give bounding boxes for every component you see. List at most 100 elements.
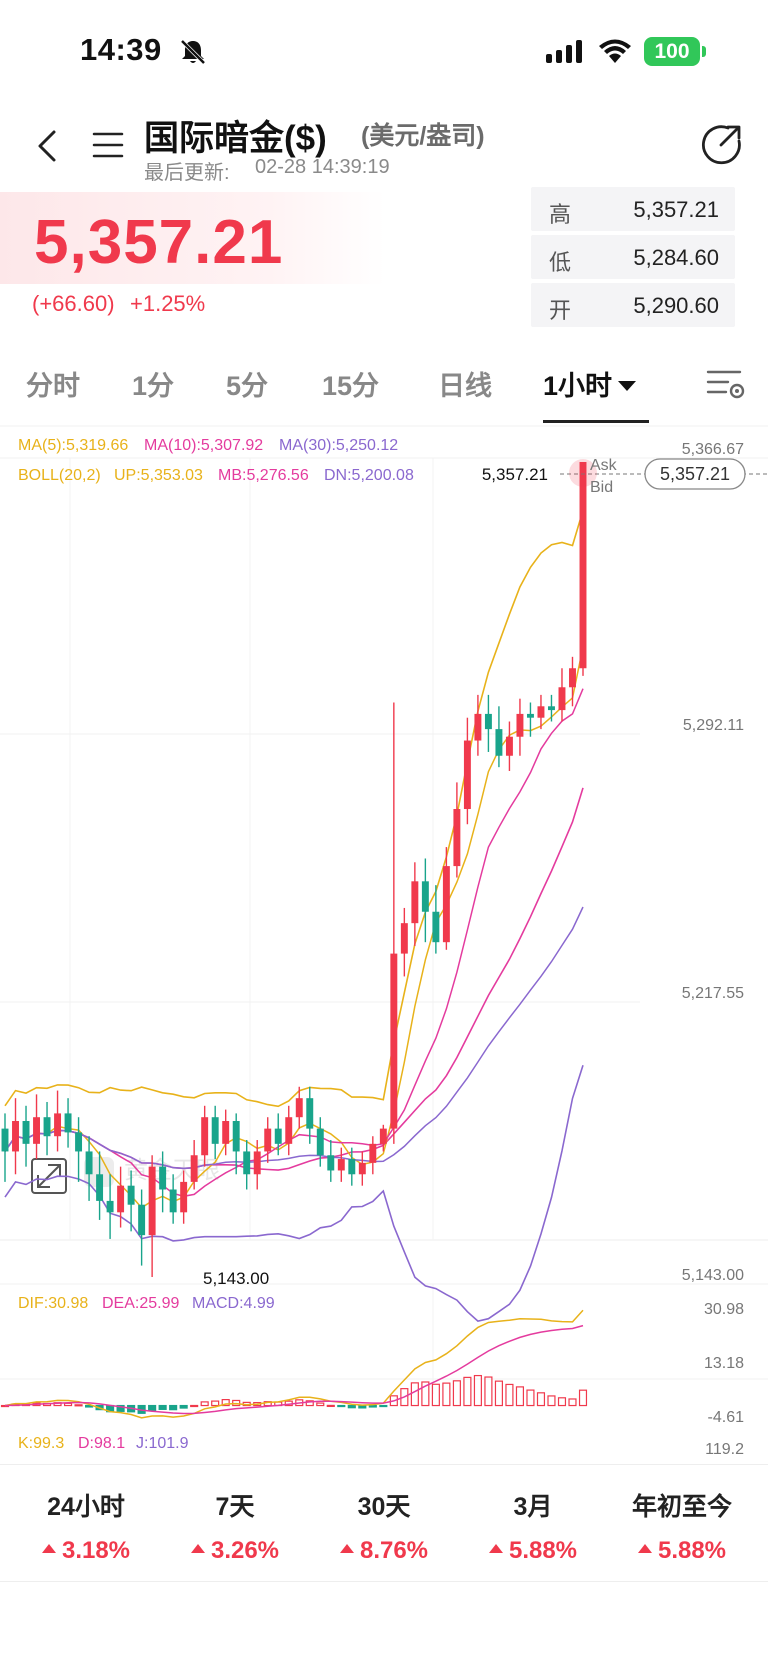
candle [337, 1147, 345, 1182]
tab-15min[interactable]: 15分 [322, 371, 380, 401]
ma10-line [4, 688, 584, 1198]
stat-label: 低 [549, 250, 572, 275]
bid-label: Bid [590, 479, 613, 496]
macd-histogram-bar [494, 1380, 503, 1407]
tab-5min[interactable]: 5分 [226, 371, 269, 401]
price-tick: 5,292.11 [683, 717, 744, 734]
candle [22, 1105, 30, 1167]
macd-histogram-bar [221, 1399, 230, 1407]
candle [243, 1140, 251, 1190]
chart-legend: MA(5):5,319.66 MA(10):5,307.92 MA(30):5,… [18, 437, 414, 484]
perf-30d[interactable]: 30天 8.76% [309, 1465, 459, 1565]
candle [169, 1174, 177, 1224]
bell-muted-icon [180, 39, 206, 65]
stat-label: 高 [549, 202, 572, 227]
candle [379, 1124, 387, 1152]
candle [264, 1117, 272, 1163]
wifi-icon [599, 39, 631, 63]
candles [1, 461, 587, 1277]
macd-dif-line [4, 1309, 584, 1419]
last-update-label: 最后更新: [144, 162, 230, 184]
perf-value: 5.88% [607, 1537, 757, 1565]
candle [232, 1113, 240, 1175]
price-stats: 高 5,357.21 低 5,284.60 开 5,290.60 [531, 187, 735, 331]
perf-value-text: 5.88% [508, 1537, 578, 1564]
macd-dea-label: DEA:25.99 [102, 1295, 179, 1312]
tab-1min[interactable]: 1分 [132, 371, 175, 401]
candle-body [316, 1128, 324, 1156]
kline-chart[interactable]: MA(5):5,319.66 MA(10):5,307.92 MA(30):5,… [0, 424, 768, 1464]
share-icon[interactable] [700, 122, 744, 166]
candle [316, 1117, 324, 1167]
candle [474, 694, 482, 756]
candle-body [274, 1128, 282, 1144]
back-arrow-icon[interactable] [30, 126, 66, 166]
candle [453, 782, 461, 878]
perf-3m[interactable]: 3月 5.88% [458, 1465, 608, 1565]
candle-body [537, 706, 545, 718]
macd-histogram-bar [484, 1376, 493, 1407]
candle-body [190, 1155, 198, 1182]
header: 国际暗金($) (美元/盎司) 最后更新: 02-28 14:39:19 [0, 100, 768, 190]
candle [96, 1151, 104, 1220]
candle [274, 1113, 282, 1156]
candle-body [127, 1185, 135, 1205]
candle [159, 1151, 167, 1213]
macd-dif-label: DIF:30.98 [18, 1295, 88, 1312]
tab-time-sharing[interactable]: 分时 [26, 371, 80, 401]
bollinger-bands [4, 510, 584, 1322]
candle-body [358, 1162, 366, 1175]
perf-value: 3.18% [11, 1537, 161, 1565]
candle-body [348, 1159, 356, 1175]
perf-24h[interactable]: 24小时 3.18% [11, 1465, 161, 1565]
perf-value-text: 3.18% [61, 1537, 131, 1564]
candle-body [474, 713, 482, 741]
candle [295, 1086, 303, 1129]
perf-ytd[interactable]: 年初至今 5.88% [607, 1465, 757, 1565]
menu-icon[interactable] [92, 130, 124, 160]
candle-body [505, 736, 513, 756]
macd-histogram-bar [337, 1404, 346, 1408]
stat-high: 高 5,357.21 [531, 187, 735, 231]
macd-histogram-bar [379, 1404, 388, 1408]
candle [411, 862, 419, 946]
candle-body [180, 1181, 188, 1213]
candle [201, 1105, 209, 1167]
candle-body [12, 1121, 19, 1152]
candle-body [442, 866, 450, 943]
stat-low: 低 5,284.60 [531, 235, 735, 279]
kline-chart-area[interactable]: MA(5):5,319.66 MA(10):5,307.92 MA(30):5,… [0, 424, 768, 1464]
macd-histogram-label: MACD:4.99 [192, 1295, 275, 1312]
candle-body [463, 740, 471, 810]
candle [190, 1140, 198, 1190]
candle-body [548, 706, 555, 711]
candle-body [232, 1121, 240, 1152]
candle-body [411, 881, 419, 924]
up-arrow-icon [339, 1544, 354, 1554]
chart-settings-icon[interactable] [706, 366, 746, 402]
dropdown-caret-icon [618, 380, 637, 391]
candle [348, 1147, 356, 1186]
candle-body [306, 1098, 314, 1129]
candle [369, 1136, 377, 1175]
moving-averages [4, 646, 584, 1209]
candle [106, 1174, 114, 1239]
macd-panel: DIF:30.98 DEA:25.99 MACD:4.99 30.98 13.1… [0, 1295, 745, 1426]
candle [390, 702, 398, 1144]
macd-histogram-bar [442, 1382, 451, 1407]
perf-value: 3.26% [160, 1537, 310, 1565]
kdj-k-label: K:99.3 [18, 1435, 64, 1452]
perf-7d[interactable]: 7天 3.26% [160, 1465, 310, 1565]
candle [505, 721, 513, 771]
candle-body [579, 461, 587, 669]
candle-body [369, 1143, 377, 1163]
tab-1hour[interactable]: 1小时 [543, 364, 637, 403]
candle [484, 694, 492, 752]
candle [432, 885, 440, 954]
macd-tick: -4.61 [708, 1409, 745, 1426]
candle-body [64, 1113, 72, 1133]
candle-body [148, 1166, 156, 1236]
macd-histogram-bar [116, 1404, 125, 1412]
tab-daily[interactable]: 日线 [438, 371, 492, 401]
macd-histogram-bar [200, 1401, 209, 1407]
